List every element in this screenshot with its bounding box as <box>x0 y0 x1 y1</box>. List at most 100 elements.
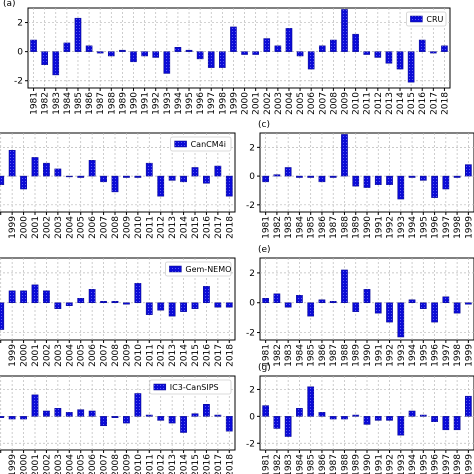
x-tick-label: 1987 <box>329 216 339 239</box>
x-tick-label: 1984 <box>295 454 305 474</box>
bar-a-2012 <box>374 51 382 58</box>
bar-g-1982 <box>273 416 281 429</box>
bar-a-2003 <box>274 45 282 52</box>
bar-g-1998 <box>453 416 461 431</box>
bar-d-2006 <box>88 289 96 303</box>
bar-c-1992 <box>386 175 393 185</box>
bar-a-2001 <box>252 51 259 55</box>
bar-b-2005 <box>77 175 85 178</box>
bar-b-2007 <box>100 175 107 183</box>
x-tick-label: 1989 <box>352 216 362 239</box>
bar-a-1985 <box>74 17 82 52</box>
x-tick-label: 1983 <box>284 216 294 239</box>
bar-e-1996 <box>431 302 438 323</box>
bar-a-1987 <box>96 51 104 54</box>
bar-b-2012 <box>157 175 165 197</box>
bar-d-2018 <box>225 302 233 308</box>
x-tick-label: 2008 <box>111 216 121 239</box>
bar-e-1993 <box>397 302 405 338</box>
legend-box <box>170 136 232 152</box>
x-tick-label: 1992 <box>386 454 396 474</box>
bar-d-2014 <box>180 302 187 312</box>
x-tick-label: 2012 <box>157 344 167 367</box>
bar-b-2017 <box>214 165 222 177</box>
x-tick-label: 2016 <box>202 344 212 367</box>
bar-d-2015 <box>191 302 199 309</box>
bar-a-1990 <box>130 51 137 63</box>
x-tick-label: 2017 <box>214 216 224 239</box>
x-tick-label: 2006 <box>88 344 98 367</box>
x-tick-label: 1990 <box>363 454 373 474</box>
x-tick-label: 2005 <box>77 344 87 367</box>
x-tick-label: 1985 <box>74 92 84 115</box>
bar-a-1984 <box>63 42 71 52</box>
x-tick-label: 1984 <box>295 344 305 367</box>
x-tick-label: 1994 <box>408 216 418 239</box>
x-tick-label: 1984 <box>295 216 305 239</box>
bar-e-1988 <box>341 269 348 303</box>
x-tick-label: 2016 <box>418 92 428 115</box>
x-tick-label: 1995 <box>419 216 429 239</box>
x-tick-label: 2011 <box>145 344 155 367</box>
bar-a-1996 <box>196 51 204 60</box>
bar-c-1995 <box>419 175 427 181</box>
x-tick-label: 1994 <box>408 454 418 474</box>
x-tick-label: 1993 <box>397 344 407 367</box>
bar-a-2005 <box>296 51 304 57</box>
bar-g-1986 <box>318 412 326 417</box>
bar-e-1982 <box>273 293 281 303</box>
x-tick-label: 2006 <box>307 92 317 115</box>
bar-d-2000 <box>20 290 27 303</box>
x-tick-label: 1982 <box>273 216 283 239</box>
x-tick-label: 2011 <box>145 216 155 239</box>
x-tick-label: 2014 <box>396 92 406 115</box>
x-tick-label: 1999 <box>8 454 18 474</box>
x-tick-label: 1991 <box>141 92 151 115</box>
x-tick-label: 1999 <box>8 344 18 367</box>
x-tick-label: 1985 <box>307 344 317 367</box>
x-tick-label: 2015 <box>191 344 201 367</box>
x-tick-label: 1999 <box>464 344 474 367</box>
x-tick-label: 2003 <box>54 216 64 239</box>
x-tick-label: 2014 <box>180 216 190 239</box>
x-tick-label: 2012 <box>157 454 167 474</box>
x-tick-label: 2015 <box>407 92 417 115</box>
x-tick-label: 2016 <box>202 454 212 474</box>
x-tick-label: 1988 <box>107 92 117 115</box>
bar-c-1985 <box>307 175 315 178</box>
x-tick-label: 2015 <box>191 454 201 474</box>
bar-f-2002 <box>43 410 50 417</box>
bar-g-1999 <box>465 395 472 417</box>
x-tick-label: 2015 <box>191 216 201 239</box>
x-tick-label: 2005 <box>77 216 87 239</box>
bar-b-2010 <box>134 175 142 178</box>
bar-e-1983 <box>284 302 292 308</box>
x-tick-label: 2000 <box>20 344 30 367</box>
x-tick-label: 1983 <box>52 92 62 115</box>
x-tick-label: 1990 <box>363 216 373 239</box>
bar-a-2002 <box>263 38 271 52</box>
y-tick-label: -2 <box>246 329 255 339</box>
bar-c-1989 <box>352 175 360 187</box>
x-tick-label: 1991 <box>374 454 384 474</box>
x-tick-label: 2007 <box>100 344 110 367</box>
y-tick-label: 0 <box>249 412 255 422</box>
bar-b-2015 <box>191 167 199 177</box>
x-tick-label: 1995 <box>419 344 429 367</box>
bar-e-1986 <box>318 299 326 303</box>
x-tick-label: 2017 <box>429 92 439 115</box>
panel-frame-a <box>27 7 451 89</box>
bar-f-2003 <box>54 408 62 417</box>
x-tick-label: 1988 <box>340 454 350 474</box>
bar-a-1999 <box>230 26 237 52</box>
bar-a-1988 <box>107 51 115 57</box>
bar-f-2006 <box>88 410 96 417</box>
bar-a-1982 <box>41 51 48 65</box>
bar-a-1997 <box>207 51 215 68</box>
x-tick-label: 1992 <box>386 344 396 367</box>
x-tick-label: 1987 <box>329 344 339 367</box>
bar-f-2007 <box>100 416 107 427</box>
x-tick-label: 1992 <box>152 92 162 115</box>
x-tick-label: 1995 <box>419 454 429 474</box>
x-tick-label: 1987 <box>96 92 106 115</box>
